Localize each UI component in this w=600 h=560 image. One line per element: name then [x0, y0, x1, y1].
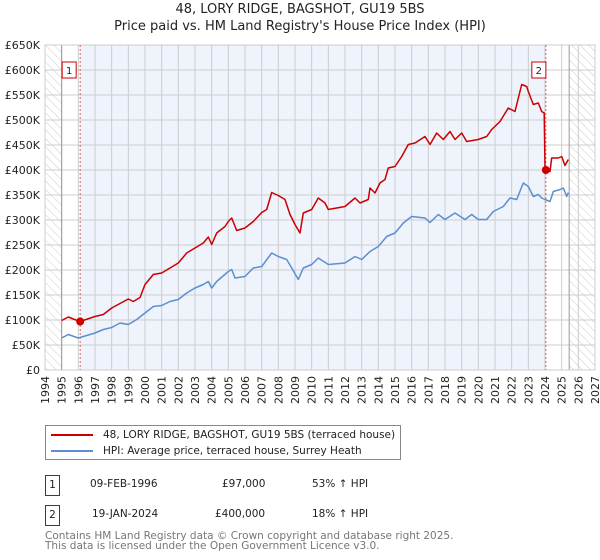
transaction-hpi: 53% ↑ HPI [312, 478, 369, 490]
x-tick-label: 1994 [39, 376, 52, 404]
x-tick-label: 2000 [139, 376, 152, 404]
chart-subtitle: Price paid vs. HM Land Registry's House … [114, 19, 486, 34]
footer: Contains HM Land Registry data © Crown c… [45, 530, 454, 552]
transaction-row: 2 19-JAN-2024 £400,000 18% ↑ HPI [45, 505, 445, 526]
legend-item-property: 48, LORY RIDGE, BAGSHOT, GU19 5BS (terra… [51, 429, 395, 441]
price-chart: 1994 1995 1996 1997 1998 1999 2000 2001 2002 2003… [5, 39, 600, 404]
legend-swatch-hpi [51, 450, 93, 452]
x-tick-label: 2013 [356, 376, 369, 404]
transaction-price: £97,000 [222, 478, 266, 490]
y-tick-label: £650K [5, 39, 41, 52]
x-tick-label: 2006 [239, 376, 252, 404]
y-tick-label: £600K [5, 64, 41, 77]
x-tick-label: 2023 [522, 376, 535, 404]
x-tick-label: 2021 [489, 376, 502, 404]
footer-licence: This data is licensed under the Open Gov… [45, 540, 380, 552]
legend-label-property: 48, LORY RIDGE, BAGSHOT, GU19 5BS (terra… [103, 429, 396, 441]
y-tick-label: £450K [5, 139, 41, 152]
x-tick-label: 2002 [172, 376, 185, 404]
hpi-line [61, 182, 569, 339]
hatch-before-data [45, 45, 62, 370]
x-tick-label: 2009 [289, 376, 302, 404]
x-tick-label: 2018 [439, 376, 452, 404]
y-tick-label: £200K [5, 264, 41, 277]
legend-swatch-property [51, 434, 93, 436]
legend: 48, LORY RIDGE, BAGSHOT, GU19 5BS (terra… [45, 425, 401, 460]
plot-border [44, 44, 596, 371]
x-tick-label: 1997 [89, 376, 102, 404]
x-tick-label: 2005 [222, 376, 235, 404]
y-tick-label: £350K [5, 189, 41, 202]
transaction-row: 1 09-FEB-1996 £97,000 53% ↑ HPI [45, 475, 445, 496]
property-price-line [61, 83, 569, 323]
y-tick-label: £550K [5, 89, 41, 102]
x-tick-label: 2017 [422, 376, 435, 404]
x-tick-label: 1999 [122, 376, 135, 404]
x-tick-label: 1998 [106, 376, 119, 404]
sale-point [541, 166, 550, 174]
hatch-after-data [569, 45, 595, 370]
annotation-box [531, 61, 547, 79]
y-tick-label: £500K [5, 114, 41, 127]
legend-item-hpi: HPI: Average price, terraced house, Surr… [51, 445, 362, 457]
y-tick-label: £0 [26, 364, 40, 377]
chart-title: 48, LORY RIDGE, BAGSHOT, GU19 5BS [175, 2, 425, 17]
transaction-hpi: 18% ↑ HPI [312, 508, 369, 520]
x-tick-label: 2025 [556, 376, 569, 404]
transaction-price: £400,000 [215, 508, 266, 520]
x-tick-label: 2020 [472, 376, 485, 404]
x-tick-label: 2027 [589, 376, 600, 404]
x-tick-label: 2008 [272, 376, 285, 404]
y-tick-label: £100K [5, 314, 41, 327]
annotation-label: 1 [66, 66, 72, 77]
y-tick-label: £300K [5, 214, 41, 227]
y-tick-label: £400K [5, 164, 41, 177]
x-tick-label: 2012 [339, 376, 352, 404]
x-tick-label: 1995 [56, 376, 69, 404]
legend-label-hpi: HPI: Average price, terraced house, Surr… [103, 445, 362, 457]
sale-point [76, 317, 85, 326]
y-tick-label: £50K [12, 339, 41, 352]
x-tick-label: 2022 [506, 376, 519, 404]
x-tick-label: 2014 [372, 376, 385, 404]
x-tick-label: 2004 [206, 376, 219, 404]
transaction-date: 09-FEB-1996 [90, 478, 158, 490]
x-tick-label: 2010 [306, 376, 319, 404]
x-tick-label: 2019 [456, 376, 469, 404]
y-tick-label: £150K [5, 289, 41, 302]
x-tick-label: 2015 [389, 376, 402, 404]
footer-copyright: Contains HM Land Registry data © Crown c… [45, 530, 454, 542]
x-tick-label: 2026 [572, 376, 585, 404]
x-tick-label: 2003 [189, 376, 202, 404]
annotation-label: 2 [536, 66, 542, 77]
x-tick-label: 2024 [539, 376, 552, 404]
x-tick-label: 2011 [322, 376, 335, 404]
x-tick-label: 2001 [156, 376, 169, 404]
transaction-date: 19-JAN-2024 [92, 508, 159, 520]
x-tick-label: 1996 [72, 376, 85, 404]
annotation-box [61, 61, 77, 79]
x-tick-label: 2007 [256, 376, 269, 404]
transaction-number: 2 [45, 505, 60, 526]
transaction-number: 1 [45, 475, 60, 496]
x-tick-label: 2016 [406, 376, 419, 404]
y-tick-label: £250K [5, 239, 41, 252]
